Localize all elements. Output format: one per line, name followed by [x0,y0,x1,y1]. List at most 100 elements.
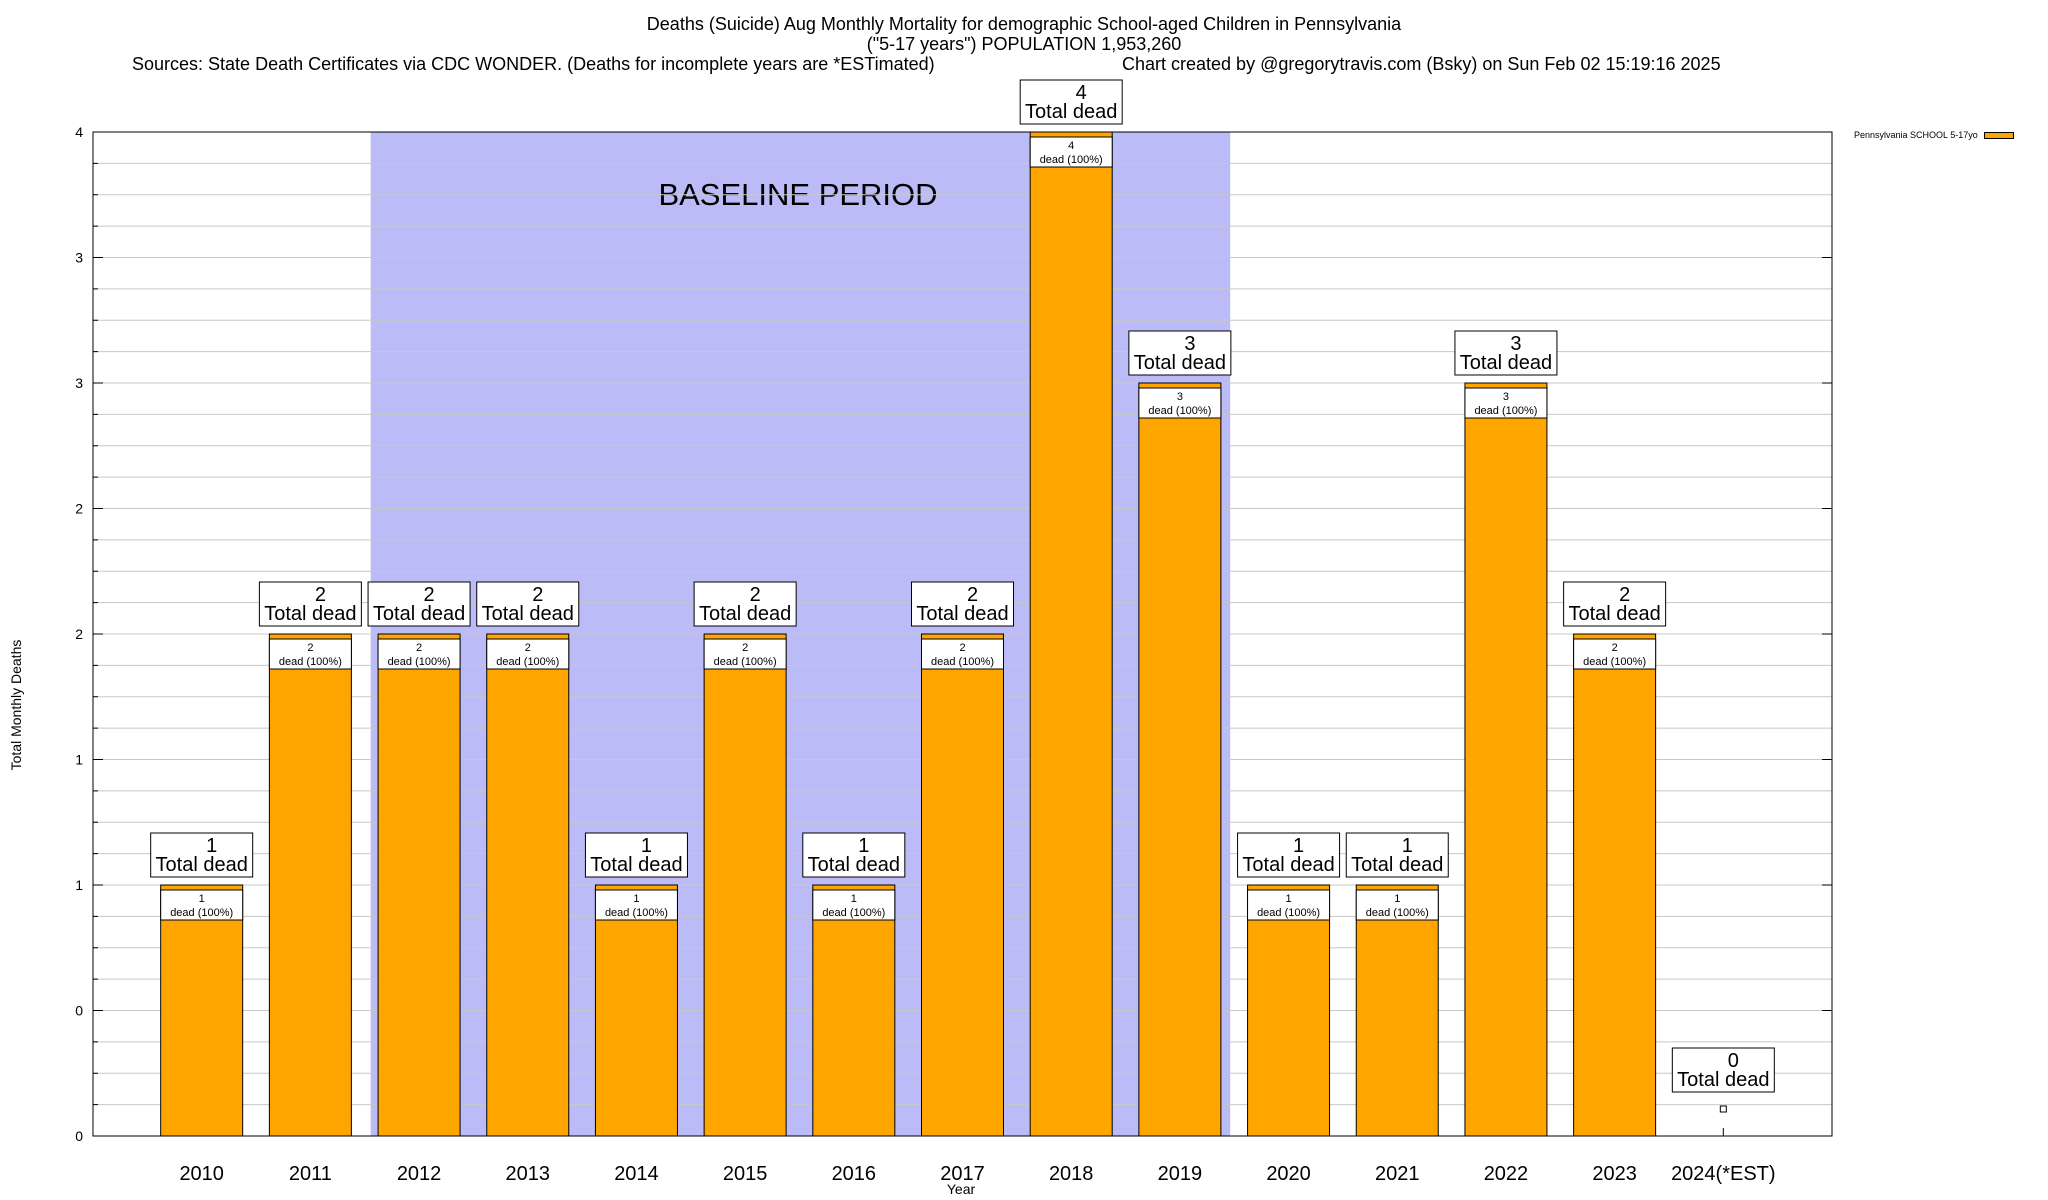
total-label-text: Total dead [1351,854,1443,876]
inner-label-count: 1 [199,893,205,905]
bar [1138,382,1222,1137]
bar [1247,884,1331,1137]
legend: Pennsylvania SCHOOL 5-17yo [1854,130,2014,140]
inner-label-box [703,638,787,670]
x-tick-label: 2016 [832,1163,877,1185]
inner-label-count: 2 [525,642,531,654]
inner-label-text: dead (100%) [1040,154,1103,166]
total-label-box [367,581,471,627]
x-axis-label: Year [946,1181,976,1197]
total-label-box [911,581,1014,627]
total-label-count: 1 [1402,835,1413,857]
legend-swatch [1983,131,2014,139]
y-tick-label: 0 [75,1003,83,1019]
total-label-box [1019,79,1123,125]
y-tick-label: 1 [75,752,83,768]
inner-label-box [1573,638,1657,670]
bar [921,633,1004,1137]
inner-label-box [594,889,678,921]
total-label-count: 2 [532,584,543,606]
inner-label-box [377,638,461,670]
inner-label-text: dead (100%) [1257,907,1320,919]
inner-label-text: dead (100%) [279,656,342,668]
total-label-text: Total dead [590,854,682,876]
x-tick-label: 2012 [397,1163,442,1185]
inner-label-count: 2 [742,642,748,654]
inner-label-text: dead (100%) [388,656,451,668]
inner-label-box [1464,387,1548,419]
zero-marker [1719,1105,1727,1113]
bar [160,884,244,1137]
inner-label-text: dead (100%) [714,656,777,668]
total-label-box [584,832,688,878]
bar [812,884,896,1137]
inner-label-box [921,638,1004,670]
bar [1029,131,1113,1137]
inner-label-box [1138,387,1222,419]
total-label-count: 2 [750,584,761,606]
total-label-count: 4 [1076,82,1087,104]
x-tick-label: 2017 [940,1163,985,1185]
total-label-count: 1 [206,835,217,857]
inner-label-count: 1 [1394,893,1400,905]
total-label-count: 3 [1184,333,1195,355]
inner-label-box [1355,889,1439,921]
total-label-count: 1 [858,835,869,857]
total-label-text: Total dead [1025,101,1117,123]
total-label-count: 2 [424,584,435,606]
chart-title: Deaths (Suicide) Aug Monthly Mortality f… [646,14,1402,34]
chart-credit: Chart created by @gregorytravis.com (Bsk… [1122,54,1721,74]
inner-label-count: 1 [1286,893,1292,905]
x-tick-label: 2022 [1484,1163,1529,1185]
inner-label-count: 1 [851,893,857,905]
x-tick-label: 2011 [289,1163,332,1185]
total-label-text: Total dead [373,603,465,625]
inner-label-text: dead (100%) [1474,405,1537,417]
inner-label-text: dead (100%) [496,656,559,668]
x-tick-label: 2019 [1158,1163,1203,1185]
x-tick-label: 2021 [1375,1163,1420,1185]
bar [268,633,352,1137]
x-tick-label: 2015 [723,1163,768,1185]
inner-label-box [1247,889,1331,921]
chart-subtitle: ("5-17 years") POPULATION 1,953,260 [866,34,1182,54]
total-label-box [1345,832,1449,878]
inner-label-text: dead (100%) [1366,907,1429,919]
bar [377,633,461,1137]
inner-label-text: dead (100%) [822,907,885,919]
bar [1355,884,1439,1137]
chart-sources: Sources: State Death Certificates via CD… [132,54,935,74]
y-tick-label: 2 [75,626,83,642]
total-label-text: Total dead [1568,603,1660,625]
total-label-box [1128,330,1232,376]
total-label-text: Total dead [916,603,1008,625]
inner-label-count: 1 [633,893,639,905]
inner-label-text: dead (100%) [170,907,233,919]
total-label-text: Total dead [156,854,248,876]
total-label-count: 2 [967,584,978,606]
total-label-text: Total dead [1677,1069,1769,1091]
x-tick-label: 2018 [1049,1163,1094,1185]
x-tick-label: 2013 [506,1163,551,1185]
inner-label-text: dead (100%) [1583,656,1646,668]
inner-label-count: 2 [959,642,965,654]
total-label-box [1671,1047,1775,1093]
x-tick-label: 2023 [1592,1163,1637,1185]
total-label-count: 2 [1619,584,1630,606]
total-label-count: 1 [641,835,652,857]
total-label-box [802,832,906,878]
total-label-box [693,581,797,627]
inner-label-text: dead (100%) [605,907,668,919]
inner-label-count: 4 [1068,140,1074,152]
bar [1464,382,1548,1137]
inner-label-box [1029,136,1113,168]
y-tick-label: 2 [75,501,83,517]
inner-label-box [486,638,570,670]
inner-label-box [160,889,244,921]
total-label-text: Total dead [1460,352,1552,374]
x-tick-label: 2020 [1266,1163,1311,1185]
x-tick-label: 2024(*EST) [1671,1163,1776,1185]
inner-label-count: 2 [1612,642,1618,654]
